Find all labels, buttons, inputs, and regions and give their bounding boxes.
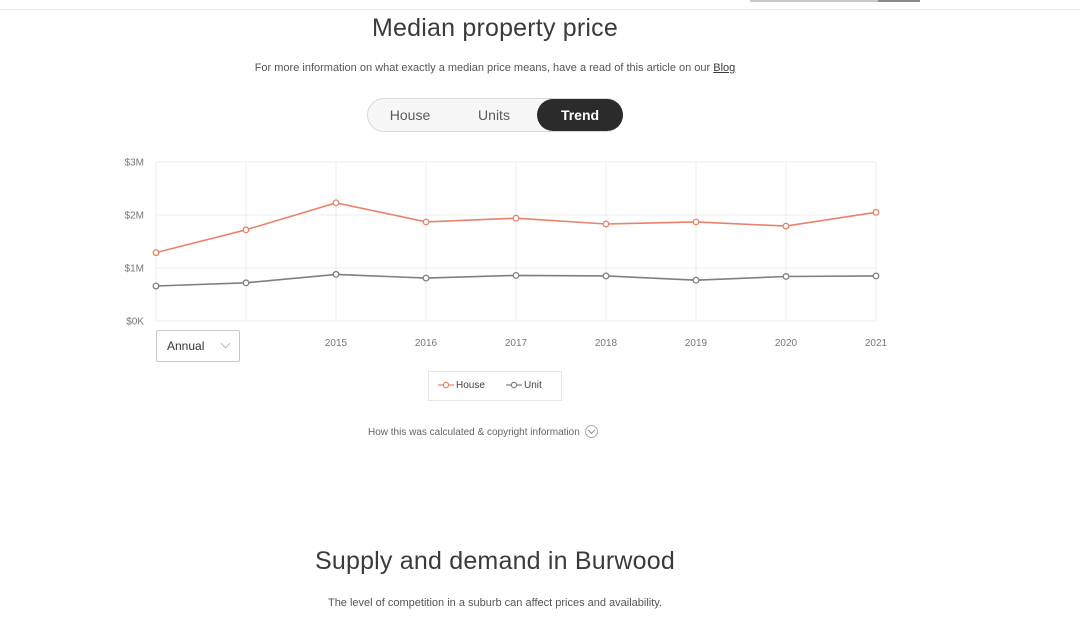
blog-link[interactable]: Blog [713, 62, 736, 74]
chevron-down-circle-icon [584, 425, 598, 438]
data-point-unit [602, 272, 610, 280]
x-tick-label: 2018 [595, 338, 618, 349]
chart-legend: House Unit [428, 371, 562, 401]
property-type-toggle: House Units Trend [367, 98, 623, 132]
subtitle-text: For more information on what exactly a m… [254, 62, 714, 74]
chevron-down-icon [220, 338, 231, 349]
series-line-house [155, 201, 877, 254]
top-divider [0, 9, 1080, 10]
data-point-unit [152, 282, 160, 290]
legend-unit-marker [510, 382, 518, 389]
supply-demand-title: Supply and demand in Burwood [314, 547, 675, 575]
x-tick-label: 2019 [685, 338, 708, 349]
legend-house-swatch [438, 382, 454, 389]
period-select-value: Annual [167, 339, 205, 353]
toggle-units-button[interactable]: Units [478, 107, 510, 123]
y-tick-label: $1M [125, 264, 144, 275]
y-tick-label: $3M [125, 158, 144, 169]
supply-demand-subtitle: The level of competition in a suburb can… [327, 597, 663, 609]
legend-house-label: House [456, 380, 485, 391]
data-point-house [152, 249, 160, 257]
data-point-house [512, 214, 520, 222]
data-point-unit [872, 272, 880, 280]
data-point-house [242, 226, 250, 234]
y-tick-label: $0K [126, 317, 144, 328]
period-select[interactable]: Annual [156, 330, 240, 362]
toggle-trend-button[interactable]: Trend [537, 99, 623, 131]
median-price-title: Median property price [372, 14, 618, 42]
series-line-unit [155, 273, 877, 287]
legend-unit-swatch [506, 382, 522, 389]
data-point-unit [242, 279, 250, 287]
data-point-house [872, 208, 880, 216]
data-point-house [692, 218, 700, 226]
data-point-unit [692, 276, 700, 284]
x-tick-label: 2017 [505, 338, 528, 349]
y-tick-label: $2M [125, 211, 144, 222]
copyright-info-toggle[interactable]: How this was calculated & copyright info… [368, 425, 598, 439]
data-point-unit [782, 273, 790, 280]
data-point-house [782, 222, 790, 230]
data-point-unit [332, 270, 340, 278]
data-point-house [602, 220, 610, 228]
legend-unit-label: Unit [524, 380, 542, 391]
legend-unit[interactable]: Unit [506, 372, 542, 400]
legend-house-marker [442, 382, 450, 389]
copyright-info-label: How this was calculated & copyright info… [368, 427, 580, 439]
legend-house[interactable]: House [438, 372, 485, 400]
data-point-house [332, 199, 340, 207]
median-price-subtitle: For more information on what exactly a m… [0, 62, 990, 74]
data-point-unit [512, 271, 520, 279]
data-point-unit [422, 274, 430, 282]
x-tick-label: 2020 [775, 338, 798, 349]
x-tick-label: 2015 [325, 338, 348, 349]
top-scrollbar[interactable] [750, 0, 920, 2]
toggle-house-button[interactable]: House [389, 107, 431, 123]
x-tick-label: 2021 [865, 338, 888, 349]
data-point-house [422, 218, 430, 226]
x-tick-label: 2016 [415, 338, 438, 349]
